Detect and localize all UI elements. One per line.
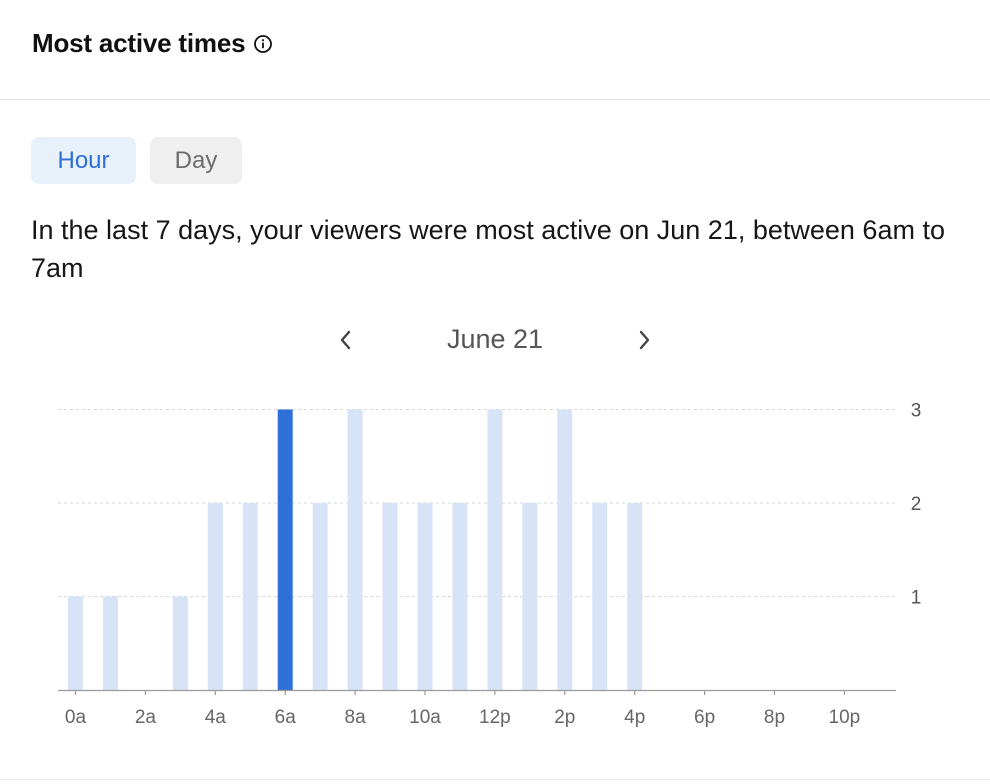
x-tick-label: 8p [764,707,785,728]
bar-9a[interactable] [382,503,398,690]
bar-4a[interactable] [207,503,223,690]
x-tick-label: 10p [829,707,861,728]
bar-3p[interactable] [592,503,608,690]
x-tick-label: 4a [205,707,227,728]
x-tick-label: 4p [624,707,645,728]
bar-4p[interactable] [627,503,643,690]
card-title: Most active times [32,28,273,59]
x-tick-label: 0a [65,707,87,728]
chevron-left-icon [340,330,351,350]
x-tick-label: 12p [479,707,511,728]
y-tick-label: 3 [911,401,922,422]
bar-11a[interactable] [452,503,468,690]
card-header: Most active times [0,0,990,100]
x-tick-label: 6p [694,707,715,728]
x-tick-label: 2p [554,707,575,728]
summary-text: In the last 7 days, your viewers were mo… [31,215,945,283]
bar-1a[interactable] [102,596,118,691]
tab-day[interactable]: Day [150,137,242,184]
y-tick-label: 2 [911,494,922,515]
chevron-right-icon [639,330,650,350]
x-tick-label: 10a [409,707,441,728]
date-navigator: June 21 [320,318,670,362]
bar-3a[interactable] [172,596,188,691]
date-label: June 21 [446,324,544,354]
bar-5a[interactable] [242,503,258,690]
x-tick-label: 2a [135,707,157,728]
bar-1p[interactable] [522,503,538,690]
card-bottom-border [0,779,990,780]
bar-6a[interactable] [277,409,293,691]
bar-7a[interactable] [312,503,328,690]
bar-8a[interactable] [347,409,363,691]
tab-hour[interactable]: Hour [31,137,136,184]
bar-10a[interactable] [417,503,433,690]
info-circle-icon[interactable] [253,34,273,54]
x-tick-label: 8a [345,707,367,728]
bar-2p[interactable] [557,409,573,691]
next-date-button[interactable] [622,318,666,362]
x-tick-label: 6a [275,707,297,728]
bar-12p[interactable] [487,409,503,691]
hourly-activity-chart: 1 2 3 0a 2a 4a 6a 8a 10a 12p 2p 4p 6p 8p 10p [58,401,922,728]
y-tick-label: 1 [911,588,922,609]
previous-date-button[interactable] [324,318,368,362]
title-text: Most active times [32,28,246,58]
bar-0a[interactable] [68,596,83,691]
